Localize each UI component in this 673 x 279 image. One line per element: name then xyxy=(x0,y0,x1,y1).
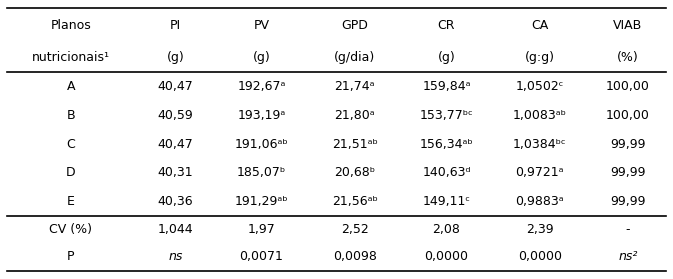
Text: 1,0502ᶜ: 1,0502ᶜ xyxy=(516,80,564,93)
Text: (g): (g) xyxy=(252,51,271,64)
Text: ns²: ns² xyxy=(618,251,637,263)
Text: 0,0000: 0,0000 xyxy=(518,251,562,263)
Text: A: A xyxy=(67,80,75,93)
Text: 40,31: 40,31 xyxy=(157,166,193,179)
Text: ns: ns xyxy=(168,251,182,263)
Text: 21,51ᵃᵇ: 21,51ᵃᵇ xyxy=(332,138,378,151)
Text: 1,044: 1,044 xyxy=(157,223,193,236)
Text: 40,59: 40,59 xyxy=(157,109,193,122)
Text: Planos: Planos xyxy=(50,19,92,32)
Text: 149,11ᶜ: 149,11ᶜ xyxy=(423,195,470,208)
Text: D: D xyxy=(66,166,75,179)
Text: 0,0071: 0,0071 xyxy=(240,251,283,263)
Text: 100,00: 100,00 xyxy=(606,80,649,93)
Text: 20,68ᵇ: 20,68ᵇ xyxy=(334,166,376,179)
Text: P: P xyxy=(67,251,75,263)
Text: GPD: GPD xyxy=(341,19,368,32)
Text: 0,9721ᵃ: 0,9721ᵃ xyxy=(516,166,564,179)
Text: nutricionais¹: nutricionais¹ xyxy=(32,51,110,64)
Text: PI: PI xyxy=(170,19,181,32)
Text: 140,63ᵈ: 140,63ᵈ xyxy=(422,166,470,179)
Text: 2,52: 2,52 xyxy=(341,223,369,236)
Text: 40,36: 40,36 xyxy=(157,195,193,208)
Text: -: - xyxy=(625,223,630,236)
Text: 156,34ᵃᵇ: 156,34ᵃᵇ xyxy=(419,138,473,151)
Text: 100,00: 100,00 xyxy=(606,109,649,122)
Text: 159,84ᵃ: 159,84ᵃ xyxy=(422,80,470,93)
Text: 192,67ᵃ: 192,67ᵃ xyxy=(237,80,285,93)
Text: VIAB: VIAB xyxy=(613,19,643,32)
Text: 191,06ᵃᵇ: 191,06ᵃᵇ xyxy=(234,138,288,151)
Text: 2,39: 2,39 xyxy=(526,223,554,236)
Text: 99,99: 99,99 xyxy=(610,195,645,208)
Text: CA: CA xyxy=(531,19,548,32)
Text: 1,0384ᵇᶜ: 1,0384ᵇᶜ xyxy=(513,138,567,151)
Text: 0,0098: 0,0098 xyxy=(333,251,377,263)
Text: 0,0000: 0,0000 xyxy=(425,251,468,263)
Text: CV (%): CV (%) xyxy=(49,223,92,236)
Text: C: C xyxy=(67,138,75,151)
Text: (g): (g) xyxy=(437,51,456,64)
Text: 153,77ᵇᶜ: 153,77ᵇᶜ xyxy=(419,109,473,122)
Text: CR: CR xyxy=(437,19,455,32)
Text: 99,99: 99,99 xyxy=(610,138,645,151)
Text: (%): (%) xyxy=(617,51,639,64)
Text: 191,29ᵃᵇ: 191,29ᵃᵇ xyxy=(235,195,288,208)
Text: 40,47: 40,47 xyxy=(157,138,193,151)
Text: 21,80ᵃ: 21,80ᵃ xyxy=(334,109,375,122)
Text: 40,47: 40,47 xyxy=(157,80,193,93)
Text: 0,9883ᵃ: 0,9883ᵃ xyxy=(516,195,564,208)
Text: (g): (g) xyxy=(166,51,184,64)
Text: B: B xyxy=(67,109,75,122)
Text: PV: PV xyxy=(254,19,269,32)
Text: 1,97: 1,97 xyxy=(248,223,275,236)
Text: 185,07ᵇ: 185,07ᵇ xyxy=(237,166,286,179)
Text: (g/dia): (g/dia) xyxy=(334,51,376,64)
Text: 21,74ᵃ: 21,74ᵃ xyxy=(334,80,375,93)
Text: 21,56ᵃᵇ: 21,56ᵃᵇ xyxy=(332,195,378,208)
Text: 2,08: 2,08 xyxy=(433,223,460,236)
Text: 99,99: 99,99 xyxy=(610,166,645,179)
Text: (g:g): (g:g) xyxy=(525,51,555,64)
Text: E: E xyxy=(67,195,75,208)
Text: 193,19ᵃ: 193,19ᵃ xyxy=(238,109,285,122)
Text: 1,0083ᵃᵇ: 1,0083ᵃᵇ xyxy=(513,109,567,122)
